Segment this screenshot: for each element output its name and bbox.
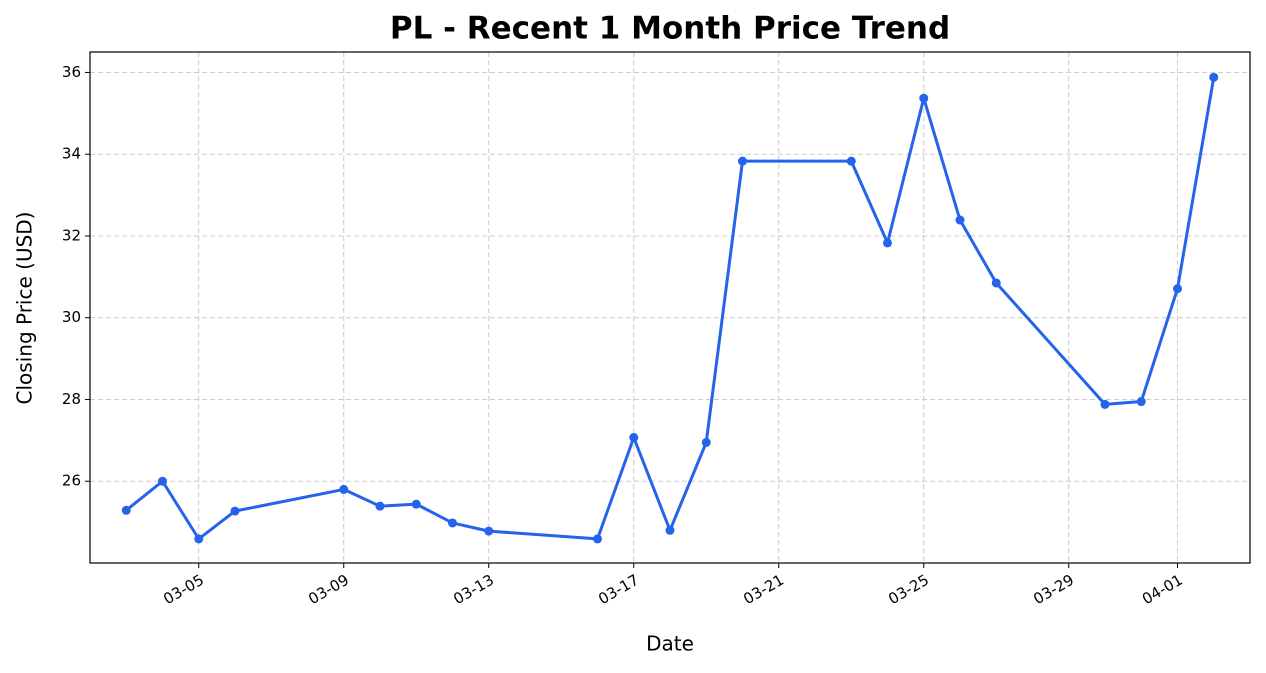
data-point: [701, 437, 711, 447]
x-axis-label: Date: [646, 632, 694, 656]
y-tick-label: 28: [62, 390, 81, 408]
plot-frame: [89, 51, 1251, 564]
data-point: [1173, 284, 1182, 294]
data-point: [991, 278, 1001, 288]
data-point: [955, 215, 965, 225]
x-tick-label: 04-01: [1139, 571, 1186, 608]
data-point: [883, 238, 892, 248]
data-point: [411, 499, 421, 509]
x-tick-label: 03-21: [740, 571, 787, 608]
x-tick-label: 03-17: [595, 571, 642, 608]
chart-title: PL - Recent 1 Month Price Trend: [390, 11, 950, 47]
y-tick-label: 34: [62, 145, 81, 163]
data-point: [738, 156, 747, 166]
data-point: [629, 432, 639, 442]
y-tick-label: 32: [62, 226, 81, 244]
x-tick-label: 03-05: [160, 571, 207, 608]
data-point: [158, 476, 167, 486]
data-point: [375, 501, 385, 511]
data-point: [593, 534, 602, 544]
x-tick-label: 03-25: [885, 571, 932, 608]
data-point: [194, 534, 204, 544]
x-tick-label: 03-13: [450, 571, 497, 608]
data-point: [484, 526, 494, 536]
x-tick-label: 03-29: [1030, 571, 1077, 608]
data-point: [846, 156, 856, 166]
data-point: [665, 525, 675, 535]
y-tick-label: 36: [62, 63, 81, 81]
data-point: [121, 505, 131, 515]
price-line: [125, 77, 1216, 541]
data-point: [1136, 397, 1146, 407]
y-tick-label: 26: [62, 472, 81, 490]
data-point: [1209, 72, 1219, 82]
data-point: [230, 506, 240, 516]
y-tick-label: 30: [62, 308, 81, 326]
y-axis-label: Closing Price (USD): [13, 212, 37, 405]
data-point: [1100, 399, 1110, 409]
x-tick-label: 03-09: [305, 571, 352, 608]
data-point: [448, 518, 457, 528]
data-point: [919, 93, 929, 103]
data-point: [339, 484, 349, 494]
